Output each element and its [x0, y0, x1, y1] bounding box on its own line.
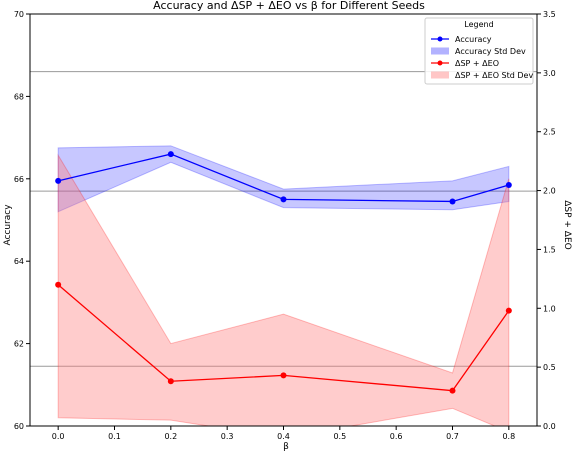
y-tick-label-right: 0.0 — [543, 422, 556, 431]
data-point — [505, 181, 512, 188]
y-tick-label-right: 2.0 — [543, 187, 556, 196]
y-tick-label-left: 64 — [14, 257, 24, 266]
legend-title: Legend — [464, 20, 493, 29]
y-tick-label-right: 3.5 — [543, 10, 556, 19]
legend-band-swatch — [431, 47, 449, 55]
x-axis-label: β — [283, 442, 289, 452]
x-tick-label: 0.6 — [390, 432, 403, 441]
chart-legend: Legend Accuracy Accuracy Std Dev ΔSP + ΔEO Δ… — [424, 17, 534, 85]
data-point — [55, 281, 62, 288]
x-tick-label: 0.5 — [333, 432, 346, 441]
y-tick-label-left: 70 — [14, 10, 24, 19]
y-tick-label-right: 1.0 — [543, 304, 556, 313]
data-point — [505, 307, 512, 314]
y-axis-label-left: Accuracy — [3, 204, 13, 246]
data-point — [449, 387, 456, 394]
y-tick-label-right: 3.0 — [543, 69, 556, 78]
legend-entry-label: ΔSP + ΔEO Std Dev — [455, 71, 533, 80]
x-tick-label: 0.1 — [108, 432, 121, 441]
y-tick-label-right: 1.5 — [543, 245, 556, 254]
y-axis-label-right: ΔSP + ΔEO — [562, 200, 572, 250]
y-tick-label-left: 66 — [14, 175, 24, 184]
data-point — [280, 196, 287, 203]
y-tick-label-left: 60 — [14, 422, 24, 431]
std-band — [57, 145, 510, 213]
legend-entry-label: ΔSP + ΔEO — [455, 59, 499, 68]
data-point — [167, 151, 174, 158]
data-point — [449, 198, 456, 205]
x-tick-label: 0.2 — [164, 432, 177, 441]
legend-marker-swatch — [437, 36, 443, 42]
data-point — [280, 372, 287, 379]
y-tick-label-left: 68 — [14, 92, 24, 101]
legend-band-swatch — [431, 71, 449, 79]
plot-clipped-group — [30, 71, 537, 426]
legend-box — [424, 17, 534, 85]
y-tick-label-right: 2.5 — [543, 128, 556, 137]
plot-area: 0.0 0.1 0.2 0.3 0.4 0.5 0.6 0.7 0.8 60 62 64 66 68 70 0… — [14, 10, 556, 441]
y-tick-label-right: 0.5 — [543, 363, 556, 372]
x-tick-label: 0.7 — [446, 432, 459, 441]
legend-entry-label: Accuracy Std Dev — [455, 47, 526, 56]
legend-entry-label: Accuracy — [455, 35, 492, 44]
legend-marker-swatch — [437, 60, 443, 66]
x-tick-label: 0.4 — [277, 432, 290, 441]
x-tick-label: 0.8 — [502, 432, 515, 441]
y-tick-label-left: 62 — [14, 340, 24, 349]
x-tick-label: 0.3 — [221, 432, 234, 441]
chart-title: Accuracy and ΔSP + ΔEO vs β for Differen… — [153, 0, 425, 12]
data-point — [55, 177, 62, 184]
std-band — [57, 153, 510, 426]
data-point — [167, 378, 174, 385]
x-tick-label: 0.0 — [52, 432, 65, 441]
